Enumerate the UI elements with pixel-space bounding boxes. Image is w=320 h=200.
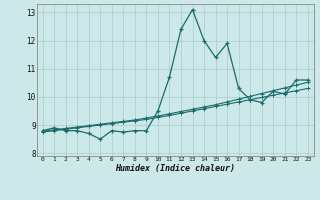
- X-axis label: Humidex (Indice chaleur): Humidex (Indice chaleur): [115, 164, 235, 173]
